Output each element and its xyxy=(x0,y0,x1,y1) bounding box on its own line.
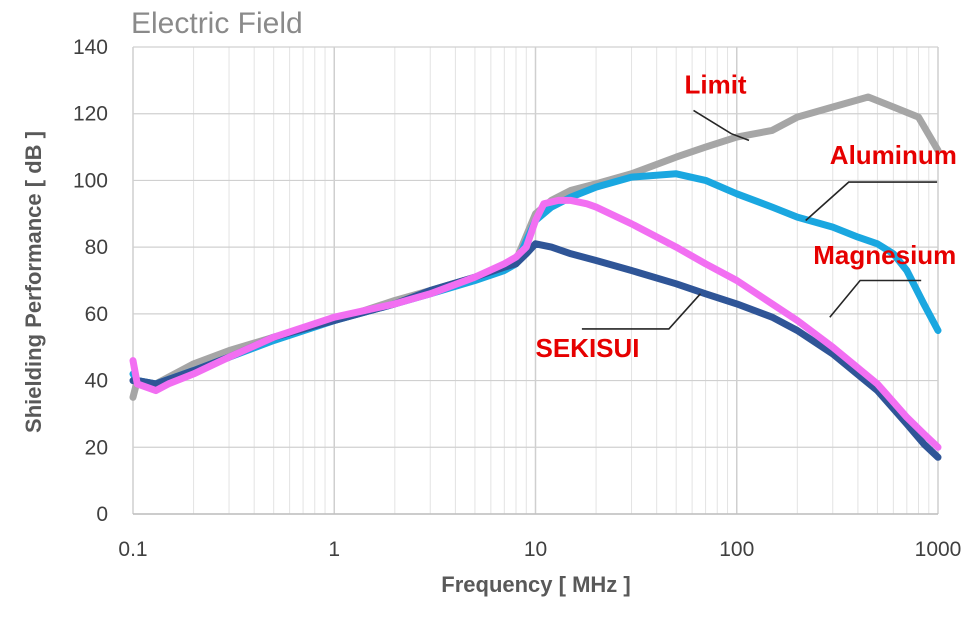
leader-line-aluminum xyxy=(805,181,938,222)
x-tick-label: 10 xyxy=(524,538,547,561)
annotation-sekisui: SEKISUI xyxy=(536,333,640,363)
x-tick-label: 0.1 xyxy=(118,538,147,561)
series-line-magnesium xyxy=(129,196,942,451)
y-tick-label: 100 xyxy=(73,169,108,192)
gridlines xyxy=(132,46,939,515)
x-axis-title: Frequency [ MHz ] xyxy=(441,572,630,597)
annotation-aluminum: Aluminum xyxy=(830,140,957,170)
x-tick-label: 1 xyxy=(328,538,340,561)
leader-line-limit xyxy=(693,109,750,142)
y-tick-label: 120 xyxy=(73,103,108,126)
y-axis-title: Shielding Performance [ dB ] xyxy=(21,131,46,433)
y-tick-label: 0 xyxy=(96,503,108,526)
annotations: Limit Aluminum Magnesium SEKISUI xyxy=(536,70,957,364)
y-tick-label: 80 xyxy=(85,236,108,259)
y-tick-label: 60 xyxy=(85,303,108,326)
leader-line-sekisui xyxy=(581,293,701,330)
leader-line-magnesium xyxy=(829,279,922,318)
annotation-limit: Limit xyxy=(684,70,746,100)
x-tick-label: 1000 xyxy=(915,538,962,561)
y-tick-label: 140 xyxy=(73,36,108,59)
chart-title: Electric Field xyxy=(131,7,303,40)
series-lines xyxy=(129,93,942,461)
y-tick-label: 40 xyxy=(85,370,108,393)
annotation-magnesium: Magnesium xyxy=(813,240,956,270)
x-tick-label: 100 xyxy=(719,538,754,561)
y-tick-label: 20 xyxy=(85,436,108,459)
tick-labels: 0.1 1 10 100 1000 0 20 40 60 80 100 120 140 xyxy=(73,36,961,561)
